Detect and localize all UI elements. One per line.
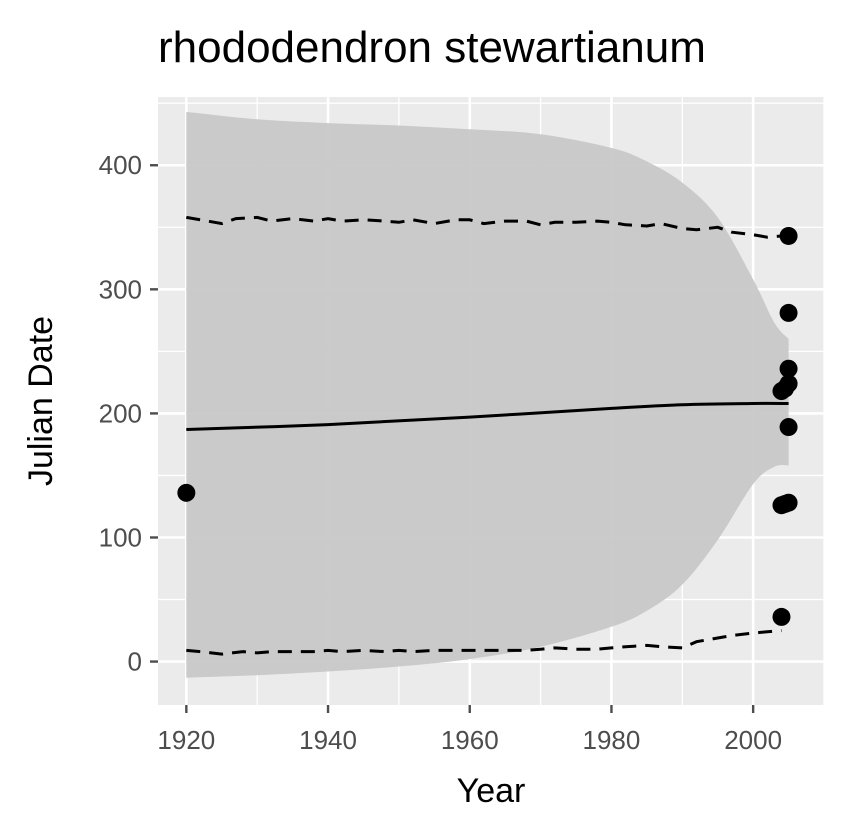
data-point xyxy=(779,359,798,378)
y-tick-label: 0 xyxy=(128,647,142,677)
data-point xyxy=(779,493,798,512)
data-point xyxy=(177,483,196,502)
data-point xyxy=(779,303,798,322)
chart-title: rhododendron stewartianum xyxy=(158,23,706,72)
x-tick-label: 1980 xyxy=(583,725,641,755)
data-points xyxy=(177,226,798,626)
y-axis-title: Julian Date xyxy=(22,316,60,486)
x-axis: 1920 1940 1960 1980 2000 xyxy=(157,705,782,755)
confidence-ribbon xyxy=(186,111,789,678)
x-axis-title: Year xyxy=(457,772,526,810)
data-point xyxy=(779,226,798,245)
fit-line xyxy=(186,401,789,431)
data-point xyxy=(779,374,798,393)
y-tick-label: 300 xyxy=(99,274,142,304)
y-tick-label: 400 xyxy=(99,150,142,180)
data-point xyxy=(772,607,791,626)
y-tick-label: 100 xyxy=(99,522,142,552)
upper-dashed-line xyxy=(186,215,782,239)
x-tick-label: 2000 xyxy=(724,725,782,755)
y-tick-label: 200 xyxy=(99,398,142,428)
lower-dashed-line xyxy=(186,629,782,656)
x-tick-label: 1920 xyxy=(157,725,215,755)
x-tick-label: 1960 xyxy=(441,725,499,755)
data-point xyxy=(779,418,798,437)
y-axis: 0 100 200 300 400 xyxy=(99,150,158,677)
x-tick-label: 1940 xyxy=(299,725,357,755)
